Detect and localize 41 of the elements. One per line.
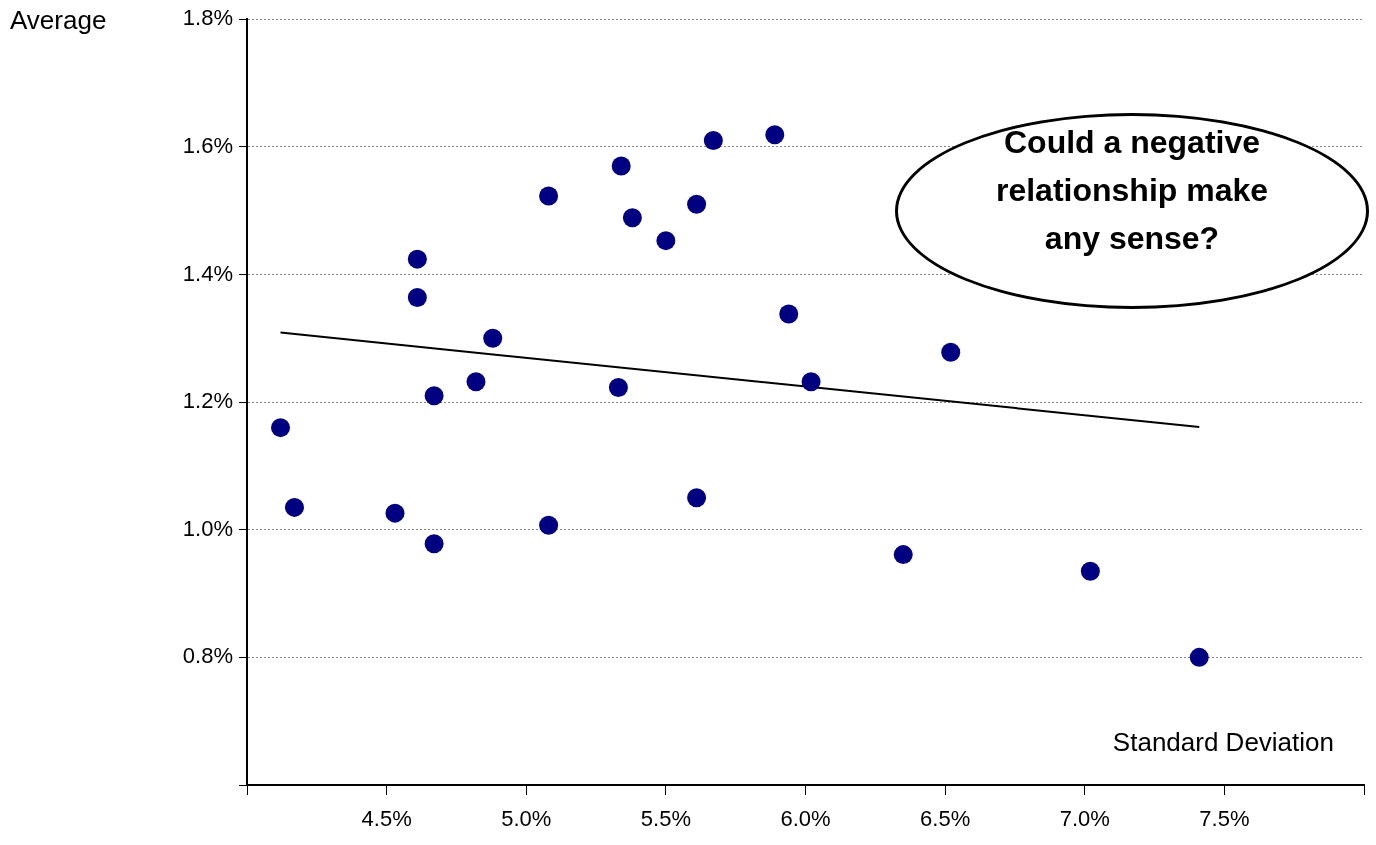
point (941, 342, 961, 362)
point (608, 377, 628, 397)
y-tick-label: 1.4% (182, 260, 233, 286)
x-tick-label: 4.5% (361, 806, 412, 832)
y-tick-label: 1.8% (182, 5, 233, 31)
point (703, 130, 723, 150)
point (1189, 647, 1209, 667)
point (622, 208, 642, 228)
point (424, 534, 444, 554)
y-tick-label: 1.0% (182, 515, 233, 541)
point (271, 418, 291, 438)
point (539, 515, 559, 535)
annotation: Could a negative relationship make any sense? (994, 123, 1270, 258)
point (765, 125, 785, 145)
x-axis-title: Standard Deviation (1112, 727, 1334, 758)
x-tick-label: 6.5% (920, 806, 971, 832)
point (656, 231, 676, 251)
x-tick-label: 5.5% (640, 806, 691, 832)
point (687, 194, 707, 214)
point (779, 304, 799, 324)
x-tick-label: 5.0% (501, 806, 552, 832)
x-tick-label: 6.0% (780, 806, 831, 832)
point (466, 372, 486, 392)
point (407, 287, 427, 307)
y-axis-title: Average (10, 5, 107, 36)
point (483, 328, 503, 348)
y-tick-label: 1.2% (182, 388, 233, 414)
point (893, 545, 913, 565)
point (539, 186, 559, 206)
point (687, 488, 707, 508)
point (611, 156, 631, 176)
point (424, 386, 444, 406)
x-tick-label: 7.0% (1059, 806, 1110, 832)
y-tick-label: 1.6% (182, 132, 233, 158)
x-tick-label: 7.5% (1199, 806, 1250, 832)
point (284, 497, 304, 517)
point (407, 249, 427, 269)
point (385, 503, 405, 523)
point (1080, 561, 1100, 581)
y-tick-label: 0.8% (182, 643, 233, 669)
point (801, 372, 821, 392)
